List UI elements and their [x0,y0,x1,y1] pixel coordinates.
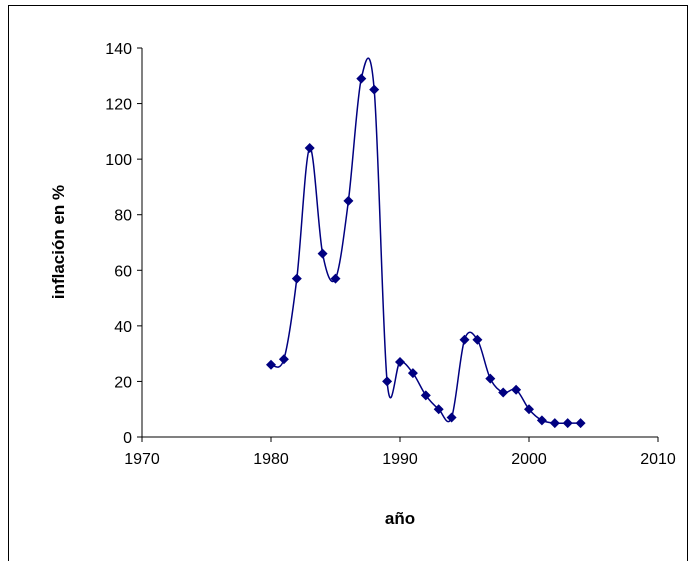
data-point [433,404,444,415]
data-point [407,368,418,379]
data-point [420,390,431,401]
x-tick-label: 1980 [253,451,289,468]
data-point [343,195,354,206]
y-tick-label: 100 [105,152,132,169]
data-point [369,84,380,95]
y-tick-label: 40 [114,319,132,336]
data-point [511,384,522,395]
y-tick-label: 80 [114,208,132,225]
series-line [270,57,581,425]
x-axis-title: año [385,509,415,528]
data-point [356,73,367,84]
data-point [485,373,496,384]
data-point [472,334,483,345]
data-point [330,273,341,284]
x-tick-label: 2010 [640,451,676,468]
y-axis-title: inflación en % [49,185,68,299]
y-tick-label: 60 [114,263,132,280]
x-tick-label: 1990 [382,451,418,468]
chart-frame [8,5,688,561]
y-tick-label: 20 [114,374,132,391]
data-point [575,418,586,429]
y-tick-label: 120 [105,97,132,114]
data-point [524,404,534,415]
data-point [291,273,302,284]
data-point [562,418,573,429]
data-point [266,359,276,370]
data-point [446,412,457,423]
data-point [549,418,560,429]
y-tick-label: 0 [123,430,132,447]
data-point [459,334,470,345]
data-point [278,354,289,365]
data-point [304,143,315,154]
y-tick-label: 140 [105,41,132,58]
data-point [536,415,547,426]
x-tick-label: 2000 [511,451,547,468]
x-tick-label: 1970 [124,451,160,468]
data-point [498,387,509,398]
data-point [382,376,393,387]
data-point [395,356,405,367]
data-point [317,248,328,259]
